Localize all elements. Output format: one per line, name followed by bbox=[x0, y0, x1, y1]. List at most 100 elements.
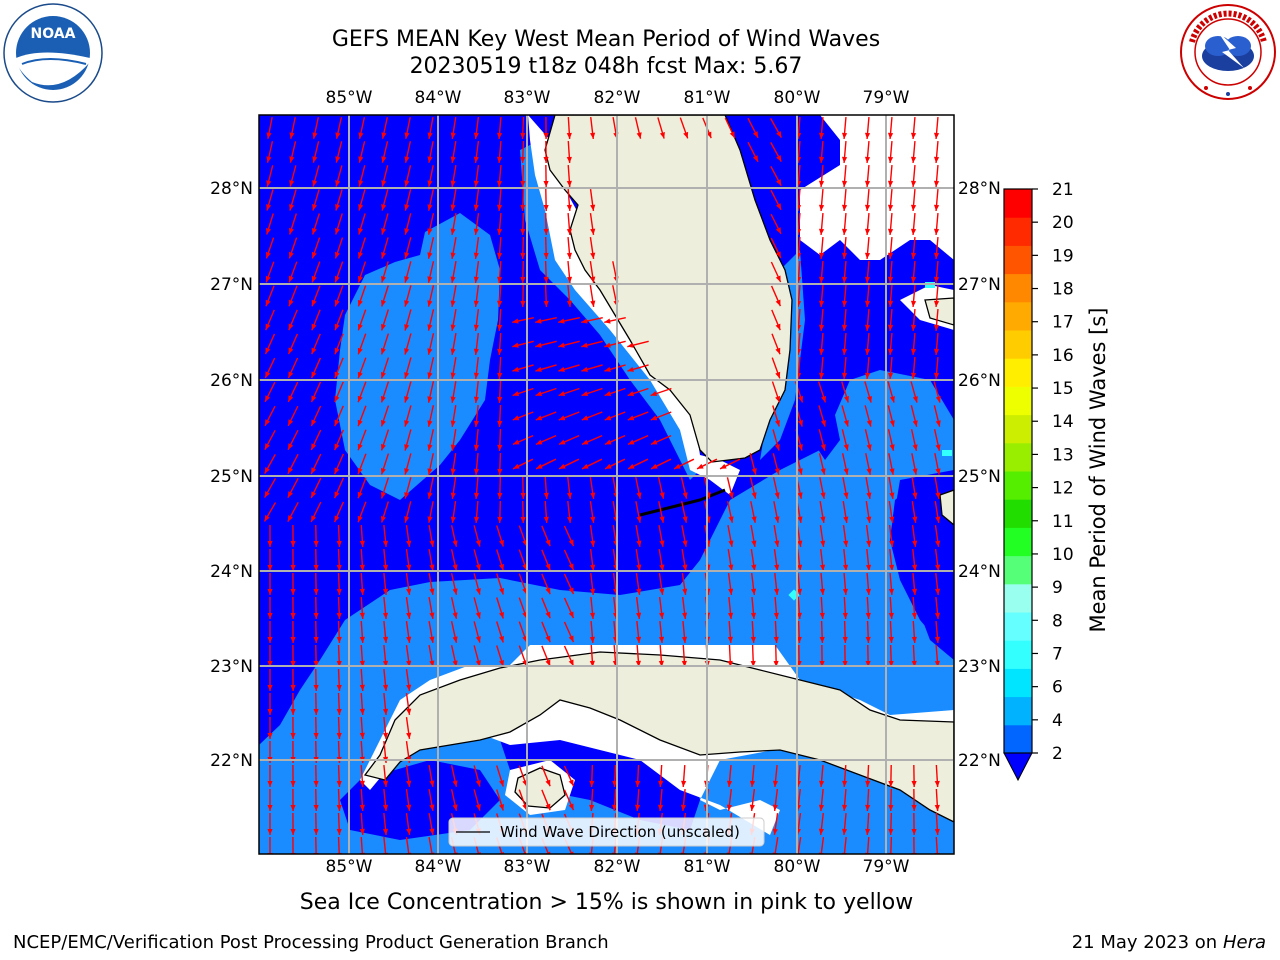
wave-arrow-head bbox=[313, 684, 319, 691]
wave-arrow-head bbox=[866, 516, 872, 523]
wave-arrow-head bbox=[475, 588, 481, 595]
colorbar-tick-label: 14 bbox=[1052, 412, 1074, 432]
wave-arrow-head bbox=[313, 732, 319, 739]
wave-arrow-head bbox=[841, 804, 848, 811]
wave-arrow-head bbox=[590, 492, 596, 499]
wave-arrow-head bbox=[496, 180, 503, 187]
noaa-logo-icon: NOAA bbox=[3, 3, 103, 103]
wave-arrow bbox=[866, 836, 870, 854]
wave-arrow-head bbox=[359, 636, 365, 643]
wave-arrow-head bbox=[311, 419, 317, 426]
wave-arrow-head bbox=[427, 324, 433, 331]
wave-arrow-head bbox=[473, 204, 479, 211]
wave-arrow-head bbox=[450, 348, 456, 355]
wave-arrow-head bbox=[568, 587, 574, 595]
wave-arrow-head bbox=[382, 708, 389, 715]
wave-arrow-head bbox=[311, 515, 317, 522]
wave-arrow-head bbox=[357, 275, 363, 283]
wave-arrow-head bbox=[865, 588, 871, 595]
wave-arrow-head bbox=[359, 732, 365, 739]
wave-arrow-head bbox=[427, 444, 433, 451]
wave-arrow-head bbox=[404, 372, 410, 379]
lat-tick-label: 26°N bbox=[210, 371, 253, 391]
wave-arrow-head bbox=[935, 516, 941, 523]
wave-arrow-head bbox=[380, 419, 386, 427]
wave-arrow-head bbox=[910, 156, 917, 163]
wave-arrow-head bbox=[636, 540, 642, 547]
wave-arrow-head bbox=[726, 804, 732, 811]
colorbar-tick-label: 18 bbox=[1052, 280, 1074, 300]
wave-arrow-head bbox=[522, 611, 528, 619]
land-cuba bbox=[363, 651, 954, 823]
axis-labels: 85°W 85°W 84°W 84°W 83°W 83°W 82°W 82°W 81°W 81°W… bbox=[210, 88, 1001, 877]
wave-arrow-head bbox=[450, 180, 456, 187]
wave-arrow-head bbox=[841, 156, 848, 163]
wave-arrow-head bbox=[499, 539, 504, 547]
wave-arrow-head bbox=[558, 415, 566, 421]
wave-arrow-head bbox=[334, 347, 340, 355]
wave-arrow-head bbox=[452, 564, 458, 571]
wave-arrow-head bbox=[429, 540, 435, 547]
wave-arrow-head bbox=[475, 612, 481, 619]
wave-arrow-head bbox=[429, 612, 435, 619]
wave-arrow-head bbox=[545, 587, 551, 595]
lon-tick-label: 85°W bbox=[326, 88, 373, 108]
wave-arrow-head bbox=[406, 684, 412, 691]
wave-arrow-head bbox=[288, 323, 294, 331]
wave-arrow-head bbox=[427, 132, 433, 139]
wave-arrow-head bbox=[912, 444, 918, 451]
wave-arrow-head bbox=[290, 708, 296, 715]
wave-arrow-head bbox=[450, 276, 456, 283]
wave-arrow-head bbox=[496, 132, 503, 139]
wave-arrow-head bbox=[911, 804, 917, 811]
wave-arrow-head bbox=[265, 299, 271, 307]
wave-arrow-head bbox=[427, 180, 433, 187]
wave-arrow-head bbox=[912, 396, 918, 403]
wave-arrow-head bbox=[589, 660, 595, 667]
wave-arrow-head bbox=[336, 828, 342, 835]
lon-tick-label: 79°W bbox=[863, 88, 910, 108]
wave-arrow-head bbox=[512, 391, 520, 397]
wave-arrow-head bbox=[774, 468, 780, 475]
wave-arrow-head bbox=[288, 299, 294, 307]
wave-arrow-head bbox=[429, 564, 435, 571]
wave-arrow-head bbox=[888, 564, 895, 571]
wave-arrow-head bbox=[334, 419, 340, 427]
wave-arrow-head bbox=[911, 612, 917, 619]
wave-arrow-head bbox=[520, 204, 526, 211]
wave-arrow-head bbox=[475, 780, 481, 787]
wave-arrow-head bbox=[775, 251, 781, 258]
wave-arrow-head bbox=[381, 132, 387, 139]
wave-arrow-head bbox=[635, 636, 642, 643]
wave-arrow-head bbox=[911, 588, 918, 595]
wave-arrow-head bbox=[312, 204, 318, 211]
wave-arrow-head bbox=[774, 444, 780, 451]
wave-arrow-head bbox=[265, 395, 271, 402]
wave-arrow-head bbox=[452, 588, 458, 595]
wave-arrow-head bbox=[359, 708, 365, 715]
wave-arrow-head bbox=[589, 780, 595, 787]
wave-arrow-head bbox=[752, 155, 758, 162]
wave-arrow-head bbox=[382, 804, 389, 811]
wave-arrow-head bbox=[774, 420, 780, 427]
wave-arrow-head bbox=[773, 660, 779, 667]
wave-arrow-head bbox=[887, 348, 894, 355]
wave-arrow-head bbox=[934, 612, 941, 619]
colorbar-segment bbox=[1004, 189, 1032, 218]
wave-arrow-head bbox=[582, 463, 589, 469]
wave-arrow-head bbox=[636, 132, 642, 139]
wave-arrow-head bbox=[935, 540, 941, 547]
wave-arrow-head bbox=[473, 492, 480, 499]
wave-arrow-head bbox=[336, 804, 342, 811]
colorbar-tick-label: 4 bbox=[1052, 711, 1063, 731]
wave-arrow-head bbox=[334, 467, 340, 475]
wave-arrow-head bbox=[590, 516, 596, 523]
wave-arrow-head bbox=[496, 228, 503, 235]
wave-arrow-head bbox=[313, 780, 319, 787]
wave-arrow-head bbox=[311, 443, 317, 450]
wave-arrow-head bbox=[406, 732, 412, 739]
wave-arrow-head bbox=[357, 323, 363, 331]
wave-arrow-head bbox=[499, 587, 504, 595]
wave-arrow-head bbox=[819, 612, 825, 619]
wave-arrow-head bbox=[682, 540, 688, 547]
